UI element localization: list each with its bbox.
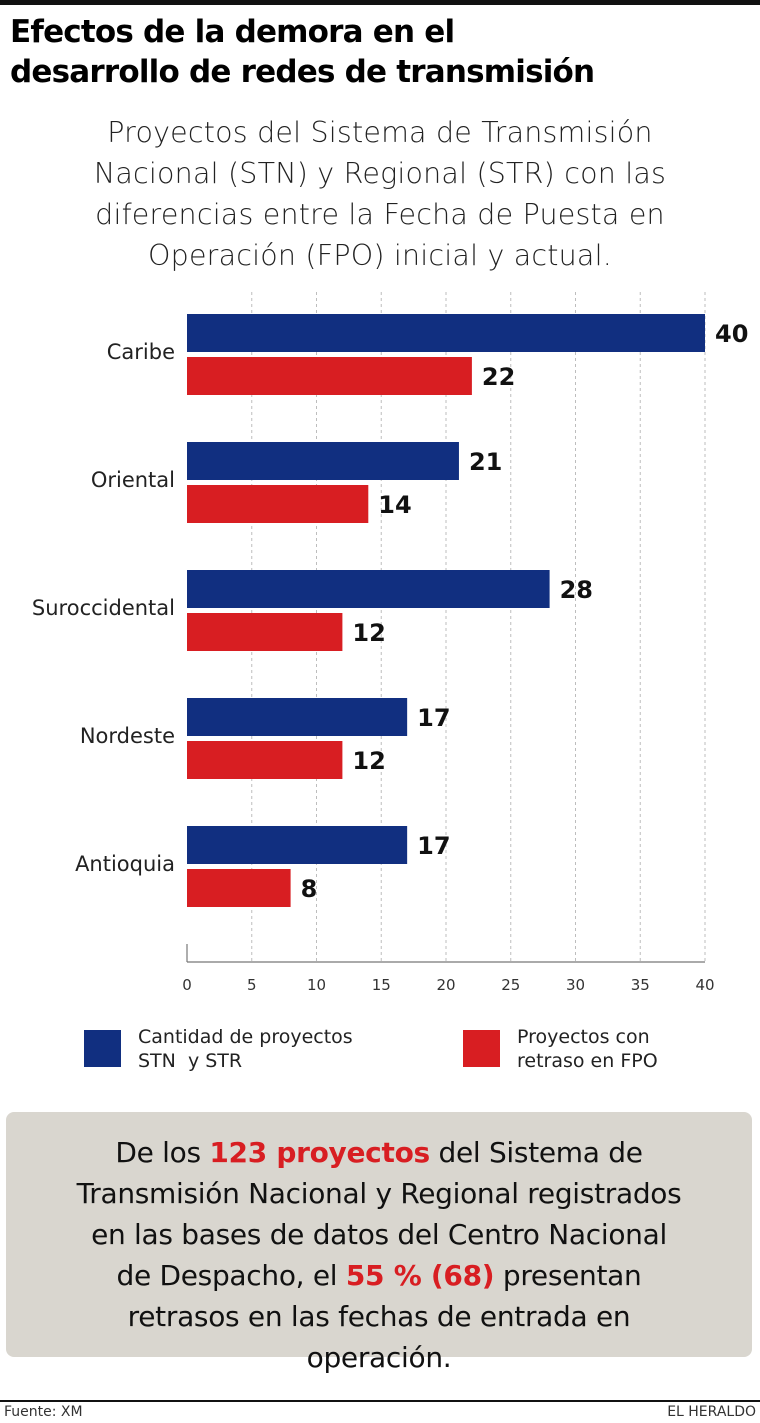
bar-total [187,570,550,608]
source-credit: Fuente: XM [4,1404,83,1420]
bar-delayed [187,357,472,395]
summary-text-part: retrasos en las fechas de entrada en [127,1300,631,1333]
chart-subtitle: Proyectos del Sistema de Transmisión Nac… [20,112,740,276]
x-tick-label: 5 [247,976,257,994]
data-label: 12 [352,619,385,647]
summary-highlight-percent: 55 % (68) [345,1259,495,1292]
category-label: Antioquia [75,852,175,876]
publisher-brand: EL HERALDO [667,1404,756,1420]
legend-swatch-red [463,1030,500,1067]
x-tick-label: 35 [631,976,650,994]
summary-text-part: Transmisión Nacional y Regional registra… [76,1177,682,1210]
title-line-1: Efectos de la demora en el [10,14,455,50]
subtitle-line: Operación (FPO) inicial y actual. [148,239,612,272]
x-tick-label: 40 [695,976,714,994]
summary-text: De los 123 proyectos del Sistema de Tran… [6,1112,752,1378]
summary-text-part: en las bases de datos del Centro Naciona… [91,1218,667,1251]
category-label: Oriental [91,468,175,492]
bar-delayed [187,613,343,651]
bar-total [187,826,408,864]
x-tick-label: 30 [566,976,585,994]
data-label: 8 [301,875,318,903]
x-tick-label: 10 [307,976,326,994]
data-label: 22 [482,363,515,391]
bar-delayed [187,869,291,907]
subtitle-line: Nacional (STN) y Regional (STR) con las [93,157,667,190]
data-label: 21 [469,448,502,476]
bottom-rule [0,1400,760,1402]
summary-highlight-total: 123 proyectos [209,1136,430,1169]
x-tick-label: 15 [372,976,391,994]
data-label: 12 [352,747,385,775]
bar-delayed [187,485,369,523]
bar-total [187,698,408,736]
summary-text-part: operación. [306,1341,452,1374]
subtitle-line: diferencias entre la Fecha de Puesta en [95,198,665,231]
bar-total [187,314,705,352]
bar-chart: Caribe 40 22 Oriental 21 14 Suroccidental 28 12 N… [32,292,748,994]
data-label: 17 [417,704,450,732]
x-tick-label: 25 [501,976,520,994]
data-label: 17 [417,832,450,860]
summary-text-part: del Sistema de [429,1136,643,1169]
summary-text-part: De los [115,1136,210,1169]
legend-label: Cantidad de proyectos STN y STR [138,1026,353,1072]
bar-delayed [187,741,343,779]
top-rule [0,0,760,5]
data-label: 40 [715,320,748,348]
category-label: Nordeste [80,724,175,748]
category-label: Caribe [107,340,175,364]
summary-text-part: presentan [494,1259,642,1292]
data-label: 14 [378,491,411,519]
summary-box: De los 123 proyectos del Sistema de Tran… [6,1112,752,1374]
legend-item-total: Cantidad de proyectos STN y STR [84,1025,353,1073]
title-line-2: desarrollo de redes de transmisión [10,54,595,90]
x-tick-label: 20 [436,976,455,994]
x-tick-label: 0 [182,976,192,994]
data-label: 28 [560,576,593,604]
subtitle-line: Proyectos del Sistema de Transmisión [107,116,653,149]
bar-total [187,442,459,480]
legend-item-delayed: Proyectos con retraso en FPO [463,1025,658,1073]
summary-text-part: de Despacho, el [116,1259,346,1292]
category-label: Suroccidental [32,596,175,620]
legend-swatch-blue [84,1030,121,1067]
legend-label: Proyectos con retraso en FPO [517,1026,658,1072]
page-title: Efectos de la demora en el desarrollo de… [10,12,750,92]
